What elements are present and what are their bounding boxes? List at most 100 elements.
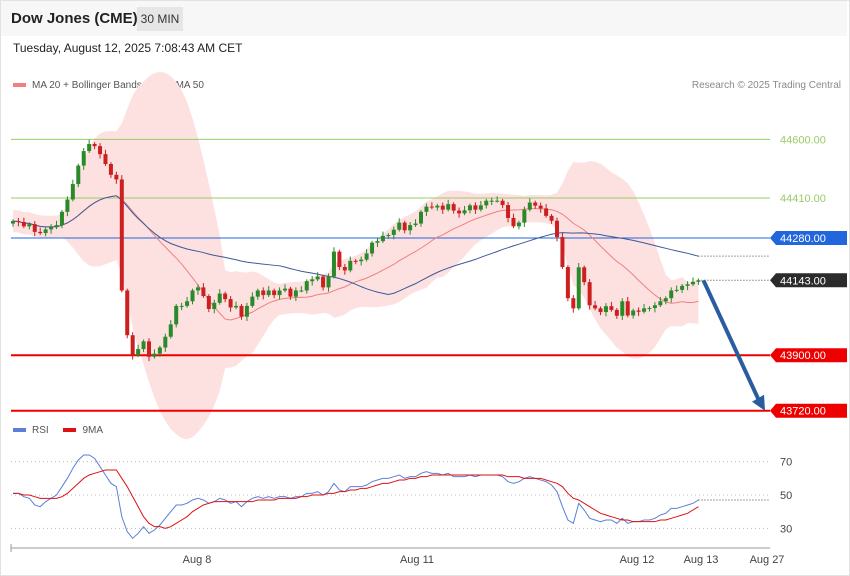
candle xyxy=(380,231,385,243)
level-label: 44410.00 xyxy=(780,193,826,205)
candle-body xyxy=(11,221,15,224)
candle xyxy=(348,256,353,273)
candle-body xyxy=(462,210,467,214)
rsi-legend: RSI 9MA xyxy=(13,425,115,436)
candle-body xyxy=(310,279,315,282)
bollinger-band xyxy=(13,72,699,440)
candle xyxy=(217,289,222,305)
candle-body xyxy=(353,260,358,262)
candle xyxy=(489,197,494,206)
candle xyxy=(565,265,570,302)
candle xyxy=(342,263,347,275)
candle-body xyxy=(168,324,173,337)
candle xyxy=(582,265,587,286)
candle-body xyxy=(516,222,521,227)
candle-body xyxy=(38,231,43,234)
candle xyxy=(462,205,467,216)
forecast-arrow-shaft xyxy=(701,279,762,404)
candle xyxy=(331,247,336,279)
ma20-line xyxy=(12,195,699,321)
ma9-swatch-icon xyxy=(63,428,77,433)
candle xyxy=(228,296,233,312)
candle xyxy=(598,306,603,316)
candle-body xyxy=(130,335,135,356)
candle-body xyxy=(408,225,413,231)
rsi-line xyxy=(13,454,699,540)
candle-body xyxy=(457,210,462,214)
candle xyxy=(375,238,380,247)
candle xyxy=(321,274,326,291)
candle xyxy=(147,338,151,362)
candle xyxy=(38,227,43,235)
candle-body xyxy=(244,305,249,317)
copyright-note: Research © 2025 Trading Central xyxy=(691,80,841,91)
candle xyxy=(201,283,206,298)
candle xyxy=(92,142,97,150)
candle-body xyxy=(473,205,478,210)
candle xyxy=(174,304,179,328)
candle xyxy=(277,287,282,300)
candle-body xyxy=(674,289,679,291)
candle-body xyxy=(614,309,619,316)
level-label-bg xyxy=(770,231,847,246)
candle xyxy=(457,207,462,218)
candle xyxy=(609,301,614,312)
candle xyxy=(310,276,315,286)
rsi-tick-label: 50 xyxy=(780,490,792,502)
candle xyxy=(119,175,124,293)
instrument-title: Dow Jones (CME) xyxy=(11,10,138,27)
x-tick-label: Aug 8 xyxy=(183,554,212,566)
candle-body xyxy=(565,267,570,299)
candle-body xyxy=(147,341,151,357)
candle xyxy=(413,219,418,227)
candle xyxy=(364,249,369,262)
candle xyxy=(408,222,413,235)
candle-body xyxy=(658,301,663,306)
candle-body xyxy=(337,251,342,268)
candle-body xyxy=(391,229,396,235)
candle xyxy=(685,281,690,291)
candle xyxy=(11,219,15,227)
candle xyxy=(244,302,249,321)
candle-body xyxy=(288,288,293,297)
candle-body xyxy=(234,305,239,308)
candle-body xyxy=(375,241,380,243)
level-label-bg xyxy=(770,403,847,418)
candle-body xyxy=(21,222,26,227)
candle-body xyxy=(304,281,309,291)
timeframe-button[interactable]: 30 MIN xyxy=(137,7,183,31)
candle-body xyxy=(636,310,641,312)
candle xyxy=(304,279,309,294)
candle-body xyxy=(489,200,494,202)
candle xyxy=(467,203,472,214)
candle xyxy=(163,333,168,352)
candle xyxy=(152,349,157,359)
candle xyxy=(49,224,54,234)
candle-body xyxy=(152,353,157,357)
candle-body xyxy=(560,237,565,268)
candle-body xyxy=(195,287,200,291)
candle xyxy=(261,287,266,300)
candle xyxy=(386,233,391,239)
legend-ma20: MA 20 + Bollinger Bands xyxy=(13,80,142,91)
candle-body xyxy=(321,276,326,288)
candle-body xyxy=(440,205,445,210)
candle-body xyxy=(185,301,190,306)
candle xyxy=(206,294,211,313)
candle xyxy=(190,288,195,305)
candle-body xyxy=(555,220,559,238)
candle-body xyxy=(103,154,108,165)
candle-body xyxy=(108,164,113,175)
candle xyxy=(446,199,451,212)
candle xyxy=(130,332,135,360)
candle-body xyxy=(43,229,48,234)
candle xyxy=(108,162,113,178)
candle xyxy=(506,201,511,223)
candle-body xyxy=(272,290,277,296)
candle-body xyxy=(587,282,592,306)
candle xyxy=(21,217,26,229)
candle-body xyxy=(451,204,456,211)
candle-body xyxy=(696,280,701,282)
candle xyxy=(614,308,619,319)
candle xyxy=(435,203,440,211)
